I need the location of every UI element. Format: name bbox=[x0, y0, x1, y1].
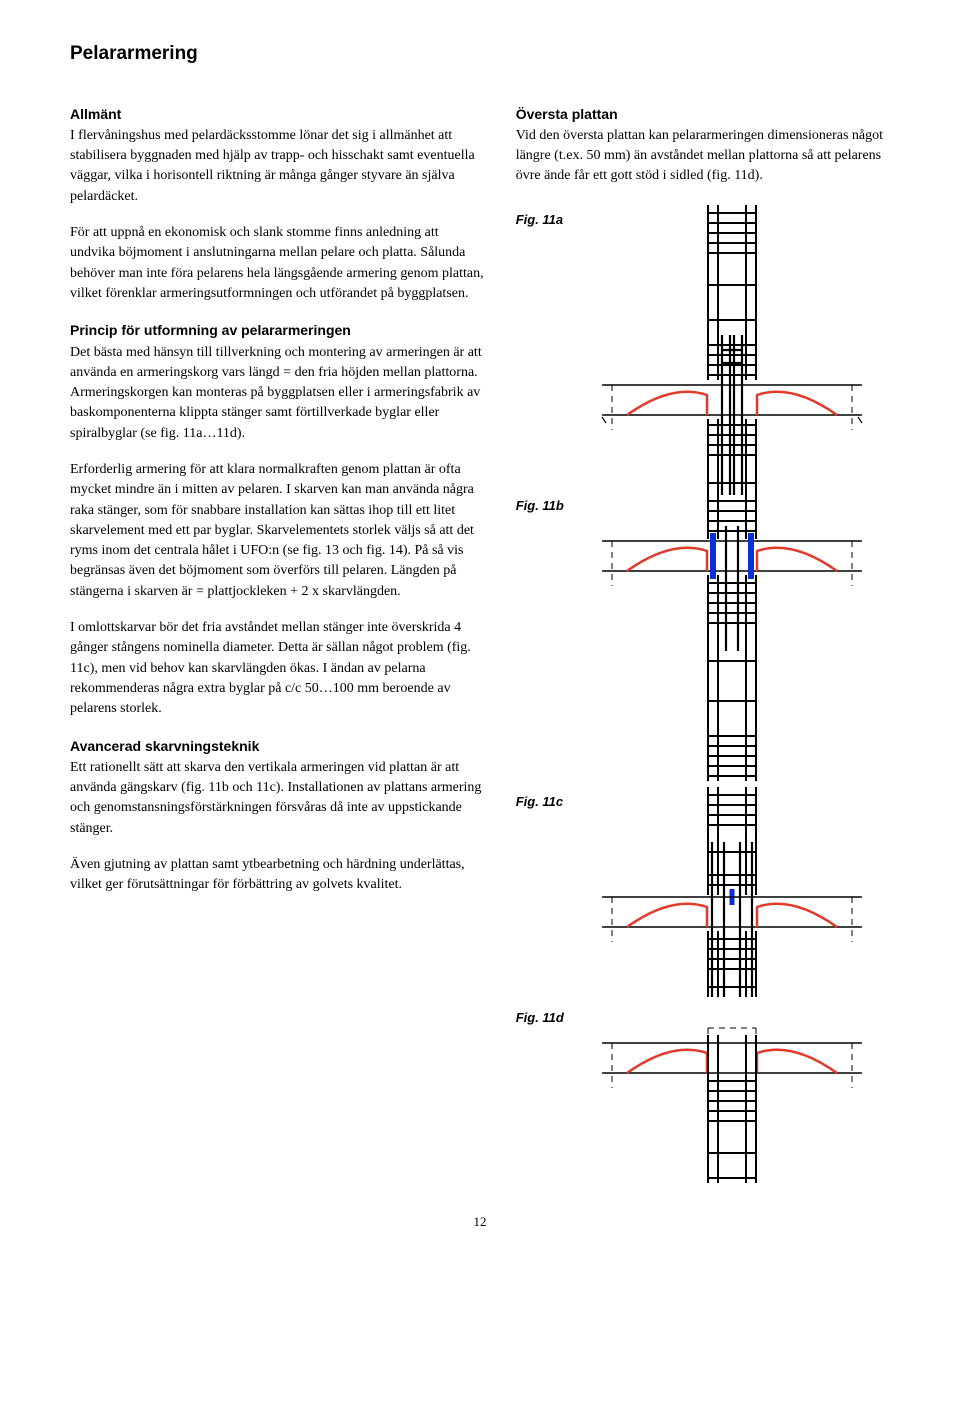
right-column: Översta plattan Vid den översta plattan … bbox=[516, 104, 890, 1189]
figure-11d-svg bbox=[582, 1003, 882, 1183]
para-allmant: I flervåningshus med pelardäcksstomme lö… bbox=[70, 128, 475, 204]
figure-11b-svg bbox=[582, 491, 882, 781]
heading-princip: Princip för utformning av pelararmeringe… bbox=[70, 322, 351, 338]
para-erforderlig: Erforderlig armering för att klara norma… bbox=[70, 460, 484, 602]
section-allmant: Allmänt I flervåningshus med pelardäckss… bbox=[70, 104, 484, 207]
para-ekonomisk: För att uppnå en ekonomisk och slank sto… bbox=[70, 223, 484, 304]
figure-11a-svg bbox=[582, 205, 882, 495]
left-column: Allmänt I flervåningshus med pelardäckss… bbox=[70, 104, 484, 1189]
page-title: Pelararmering bbox=[70, 40, 890, 68]
section-oversta: Översta plattan Vid den översta plattan … bbox=[516, 104, 890, 187]
figure-11c-svg bbox=[582, 787, 882, 997]
figure-label-11b: Fig. 11b bbox=[516, 491, 572, 516]
figure-label-11c: Fig. 11c bbox=[516, 787, 572, 812]
heading-oversta: Översta plattan bbox=[516, 106, 618, 122]
para-omlott: I omlottskarvar bör det fria avståndet m… bbox=[70, 618, 484, 719]
heading-avancerad: Avancerad skarvningsteknik bbox=[70, 738, 259, 754]
section-avancerad: Avancerad skarvningsteknik Ett rationell… bbox=[70, 736, 484, 839]
figure-label-11a: Fig. 11a bbox=[516, 205, 572, 230]
para-avancerad: Ett rationellt sätt att skarva den verti… bbox=[70, 760, 481, 836]
figure-label-11d: Fig. 11d bbox=[516, 1003, 572, 1028]
figure-11c: Fig. 11c bbox=[516, 787, 890, 997]
para-oversta: Vid den översta plattan kan pelararmerin… bbox=[516, 128, 883, 184]
para-aven: Även gjutning av plattan samt ytbearbetn… bbox=[70, 855, 484, 896]
heading-allmant: Allmänt bbox=[70, 106, 121, 122]
two-column-layout: Allmänt I flervåningshus med pelardäckss… bbox=[70, 104, 890, 1189]
figure-11d: Fig. 11d bbox=[516, 1003, 890, 1183]
page-number: 12 bbox=[70, 1213, 890, 1232]
para-princip: Det bästa med hänsyn till tillverkning o… bbox=[70, 345, 482, 441]
figure-11a-11b: Fig. 11a bbox=[516, 205, 890, 781]
section-princip: Princip för utformning av pelararmeringe… bbox=[70, 320, 484, 444]
